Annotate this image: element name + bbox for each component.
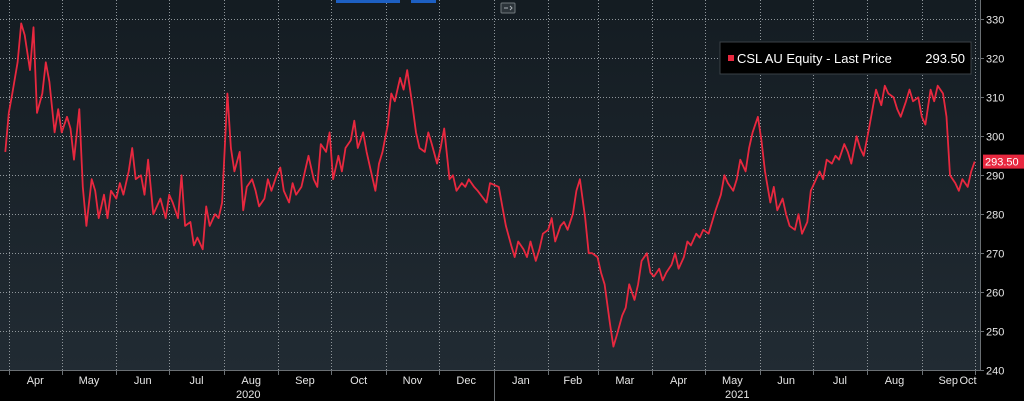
legend-box bbox=[719, 41, 972, 75]
y-tick-label: 290 bbox=[986, 171, 1004, 183]
y-tick-label: 300 bbox=[986, 132, 1004, 144]
legend-series-name: CSL AU Equity - Last Price bbox=[737, 51, 892, 66]
x-month-label: May bbox=[722, 375, 743, 387]
x-year-label: 2021 bbox=[725, 389, 749, 401]
x-month-label: Jun bbox=[134, 375, 152, 387]
legend-swatch bbox=[728, 55, 734, 61]
y-axis-tick-labels: 240 250 260 270 280 290 300 310 320 330 bbox=[980, 15, 1004, 378]
y-tick-label: 310 bbox=[986, 93, 1004, 105]
x-month-label: Oct bbox=[959, 375, 976, 387]
y-tick-label: 330 bbox=[986, 15, 1004, 27]
y-tick-label: 270 bbox=[986, 249, 1004, 261]
x-month-label: Apr bbox=[27, 375, 44, 387]
y-tick-label: 280 bbox=[986, 210, 1004, 222]
x-month-label: Apr bbox=[670, 375, 687, 387]
y-tick-label: 320 bbox=[986, 54, 1004, 66]
legend: CSL AU Equity - Last Price 293.50 bbox=[719, 41, 972, 75]
x-month-label: Jan bbox=[512, 375, 530, 387]
x-axis-tick-labels: Apr May Jun Jul Aug Sep Oct Nov Dec Jan Feb Mar Apr M… bbox=[9, 370, 977, 401]
x-year-label: 2020 bbox=[236, 389, 260, 401]
x-month-label: Sep bbox=[938, 375, 958, 387]
chart-options-icon[interactable] bbox=[500, 2, 516, 14]
x-month-label: Jun bbox=[777, 375, 795, 387]
x-month-label: Jul bbox=[833, 375, 847, 387]
x-month-label: Mar bbox=[615, 375, 634, 387]
x-month-label: May bbox=[79, 375, 100, 387]
series-line-csl bbox=[4, 22, 976, 348]
last-price-badge: 293.50 bbox=[983, 154, 1024, 169]
x-month-label: Feb bbox=[563, 375, 582, 387]
last-price-badge-bg bbox=[983, 154, 1024, 169]
top-highlight-bar-left bbox=[336, 0, 400, 3]
x-month-label: Aug bbox=[241, 375, 261, 387]
last-price-badge-text: 293.50 bbox=[985, 157, 1019, 169]
y-tick-label: 250 bbox=[986, 327, 1004, 339]
legend-last-value: 293.50 bbox=[925, 51, 965, 66]
x-month-label: Jul bbox=[189, 375, 203, 387]
x-month-label: Oct bbox=[350, 375, 367, 387]
top-highlight-bar-right bbox=[411, 0, 436, 3]
x-month-label: Nov bbox=[403, 375, 423, 387]
x-month-label: Dec bbox=[456, 375, 476, 387]
x-month-label: Aug bbox=[885, 375, 905, 387]
y-tick-label: 240 bbox=[986, 366, 1004, 378]
x-month-label: Sep bbox=[295, 375, 315, 387]
y-tick-label: 260 bbox=[986, 288, 1004, 300]
